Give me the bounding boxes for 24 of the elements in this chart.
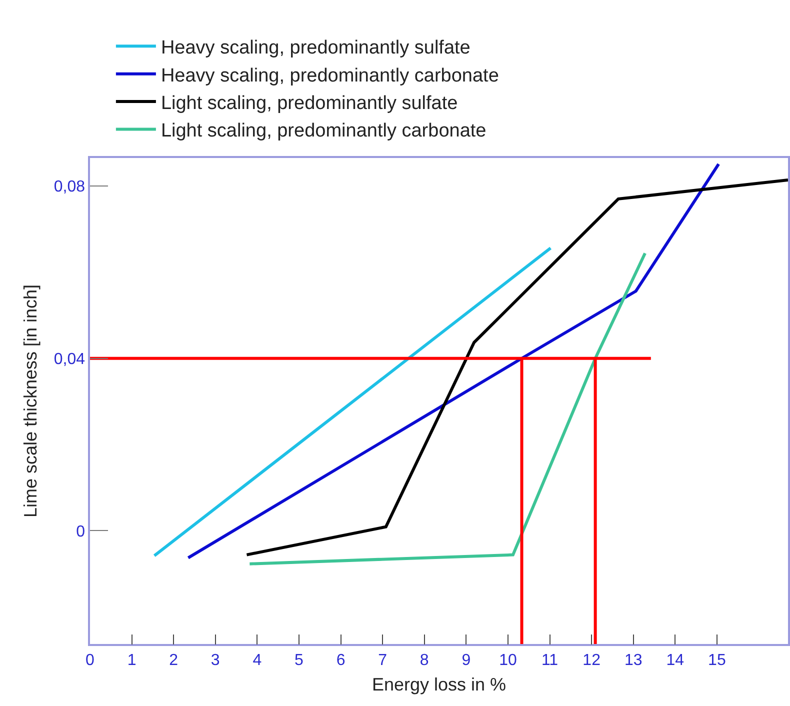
x-tick-label: 11 <box>541 652 558 669</box>
x-tick-label: 2 <box>169 652 178 669</box>
x-axis-title: Energy loss in % <box>372 674 506 695</box>
y-tick-label: 0,04 <box>54 350 86 368</box>
x-tick-label: 14 <box>666 652 684 669</box>
x-tick-label: 1 <box>127 652 136 669</box>
x-tick-label: 6 <box>336 652 346 669</box>
x-tick-label: 15 <box>708 652 726 669</box>
x-tick-label: 4 <box>252 652 262 669</box>
legend-label: Light scaling, predominantly carbonate <box>160 120 486 142</box>
legend-label: Heavy scaling, predominantly sulfate <box>160 38 470 59</box>
x-tick-label: 13 <box>624 652 642 669</box>
x-tick-label: 3 <box>210 652 220 669</box>
y-axis-title: Lime scale thickness [in inch] <box>20 284 41 518</box>
y-tick-label: 0 <box>76 523 86 540</box>
x-tick-label: 12 <box>582 652 601 669</box>
y-tick-label: 0,08 <box>54 178 86 196</box>
x-tick-label: 8 <box>420 652 429 669</box>
legend-label: Light scaling, predominantly sulfate <box>160 92 458 114</box>
x-tick-label: 5 <box>294 652 304 669</box>
legend-label: Heavy scaling, predominantly carbonate <box>160 65 499 86</box>
x-tick-label: 7 <box>378 652 388 669</box>
x-tick-label: 10 <box>499 652 517 669</box>
x-tick-label: 9 <box>462 652 471 669</box>
